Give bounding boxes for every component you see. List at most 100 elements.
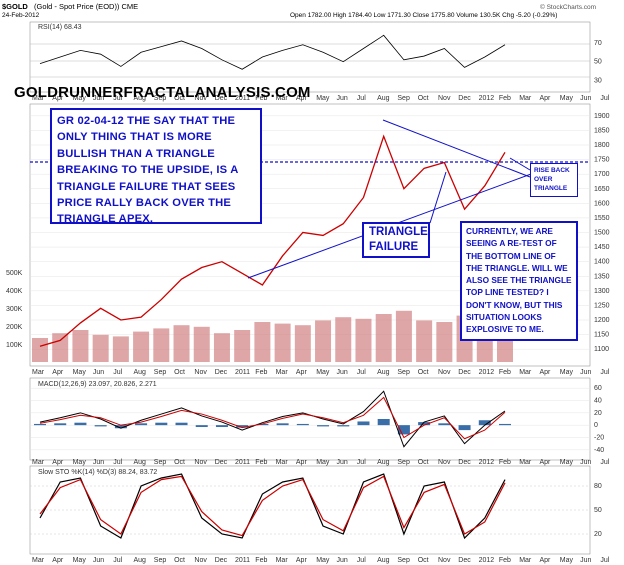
macd-histogram-bar bbox=[499, 423, 511, 426]
macd-histogram-bar bbox=[155, 422, 168, 426]
x-tick-label: Dec bbox=[458, 95, 471, 102]
x-tick-label: Sep bbox=[154, 95, 167, 102]
x-tick-label: Aug bbox=[377, 459, 390, 466]
macd-histogram-bar bbox=[175, 422, 188, 426]
volume-tick-label: 200K bbox=[6, 324, 23, 331]
x-tick-label: May bbox=[560, 557, 574, 564]
macd-histogram-bar bbox=[215, 425, 228, 428]
x-tick-label: 2012 bbox=[479, 557, 495, 564]
x-tick-label: Mar bbox=[32, 459, 45, 466]
x-tick-label: Mar bbox=[32, 95, 45, 102]
x-tick-label: Jul bbox=[600, 369, 609, 376]
x-tick-label: Apr bbox=[52, 369, 64, 376]
x-tick-label: Jun bbox=[93, 557, 104, 564]
macd-histogram-bar bbox=[397, 425, 410, 435]
price-tick-label: 1400 bbox=[594, 259, 610, 266]
macd-histogram-bar bbox=[357, 421, 370, 426]
price-tick-label: 1900 bbox=[594, 113, 610, 120]
rise-back-arrow bbox=[509, 157, 531, 171]
macd-tick-label: 20 bbox=[594, 410, 602, 417]
macd-histogram-bar bbox=[458, 425, 471, 431]
x-tick-label: Apr bbox=[540, 369, 552, 376]
x-tick-label: Jun bbox=[337, 95, 348, 102]
rsi-panel: RSI(14) 68.43 70 50 30 bbox=[29, 21, 602, 93]
x-tick-label: 2012 bbox=[479, 459, 495, 466]
currently-note-box: CURRENTLY, WE ARE SEEING A RE-TEST OF TH… bbox=[460, 221, 578, 341]
chart-name: (Gold - Spot Price (EOD)) CME bbox=[34, 2, 138, 11]
chart-source: © StockCharts.com bbox=[540, 3, 596, 11]
sto-title: Slow STO %K(14) %D(3) 88.24, 83.72 bbox=[38, 469, 157, 476]
macd-line bbox=[39, 390, 506, 448]
price-tick-label: 1350 bbox=[594, 273, 610, 280]
x-tick-label: Jul bbox=[113, 95, 122, 102]
x-tick-label: 2011 bbox=[235, 459, 250, 466]
x-tick-label: Jul bbox=[113, 459, 122, 466]
volume-bar bbox=[193, 326, 210, 362]
x-tick-label: Nov bbox=[194, 557, 207, 564]
x-tick-label: Oct bbox=[174, 459, 185, 466]
x-tick-label: Jun bbox=[93, 459, 104, 466]
x-tick-label: 2012 bbox=[479, 369, 495, 376]
x-tick-label: Dec bbox=[215, 557, 228, 564]
volume-bar bbox=[133, 331, 150, 362]
x-tick-label: Oct bbox=[418, 369, 429, 376]
x-tick-label: Dec bbox=[215, 459, 228, 466]
x-tick-label: Jun bbox=[580, 95, 591, 102]
x-tick-label: Mar bbox=[276, 557, 289, 564]
x-tick-label: Aug bbox=[377, 95, 390, 102]
x-tick-label: Nov bbox=[438, 557, 451, 564]
volume-bar bbox=[294, 325, 311, 362]
x-tick-label: Mar bbox=[276, 459, 289, 466]
x-tick-label: May bbox=[316, 95, 330, 102]
x-tick-label: Oct bbox=[174, 369, 185, 376]
x-tick-label: Oct bbox=[418, 459, 429, 466]
x-tick-label: Mar bbox=[276, 369, 289, 376]
volume-tick-label: 400K bbox=[6, 288, 23, 295]
price-tick-label: 1100 bbox=[594, 346, 609, 353]
macd-histogram-bar bbox=[478, 420, 491, 426]
volume-bar bbox=[32, 338, 48, 362]
x-tick-label: Dec bbox=[215, 95, 228, 102]
sto-tick-label: 50 bbox=[594, 507, 602, 514]
x-tick-label: Feb bbox=[499, 557, 511, 564]
volume-tick-label: 100K bbox=[6, 342, 23, 349]
x-tick-label: Apr bbox=[540, 459, 552, 466]
volume-bar bbox=[375, 314, 392, 362]
macd-histogram-bar bbox=[438, 423, 451, 426]
rsi-title: RSI(14) 68.43 bbox=[38, 24, 82, 31]
x-tick-label: May bbox=[560, 459, 574, 466]
x-tick-label: May bbox=[560, 369, 574, 376]
x-tick-label: Aug bbox=[134, 369, 147, 376]
x-tick-label: Jul bbox=[357, 459, 366, 466]
rise-back-label: RISE BACK OVER TRIANGLE bbox=[530, 163, 578, 197]
x-tick-label: May bbox=[560, 95, 574, 102]
macd-histogram-bar bbox=[276, 423, 289, 426]
volume-tick-label: 300K bbox=[6, 306, 23, 313]
x-tick-label: Sep bbox=[154, 459, 167, 466]
price-tick-label: 1650 bbox=[594, 186, 610, 193]
macd-histogram-bar bbox=[256, 423, 269, 426]
volume-bar bbox=[274, 323, 291, 362]
price-tick-label: 1200 bbox=[594, 317, 610, 324]
x-tick-label: Dec bbox=[458, 369, 471, 376]
x-tick-label: Feb bbox=[255, 557, 267, 564]
rsi-tick-label: 50 bbox=[594, 59, 602, 66]
macd-histogram-bar bbox=[135, 423, 148, 426]
x-tick-label: 2011 bbox=[235, 95, 250, 102]
price-tick-label: 1600 bbox=[594, 200, 610, 207]
x-tick-label: Aug bbox=[134, 95, 147, 102]
macd-histogram-bar bbox=[236, 425, 249, 428]
x-tick-label: Apr bbox=[540, 95, 552, 102]
x-tick-label: Nov bbox=[438, 95, 451, 102]
x-tick-label: May bbox=[316, 557, 330, 564]
macd-tick-label: 0 bbox=[594, 422, 598, 429]
volume-bar bbox=[213, 333, 230, 362]
x-tick-label: Aug bbox=[134, 459, 147, 466]
x-tick-label: May bbox=[73, 369, 87, 376]
x-tick-label: Mar bbox=[276, 95, 289, 102]
volume-bar bbox=[416, 320, 433, 362]
x-tick-label: Sep bbox=[397, 95, 410, 102]
macd-title: MACD(12,26,9) 23.097, 20.826, 2.271 bbox=[38, 381, 157, 388]
x-tick-label: 2011 bbox=[235, 557, 250, 564]
volume-bar bbox=[52, 333, 69, 362]
